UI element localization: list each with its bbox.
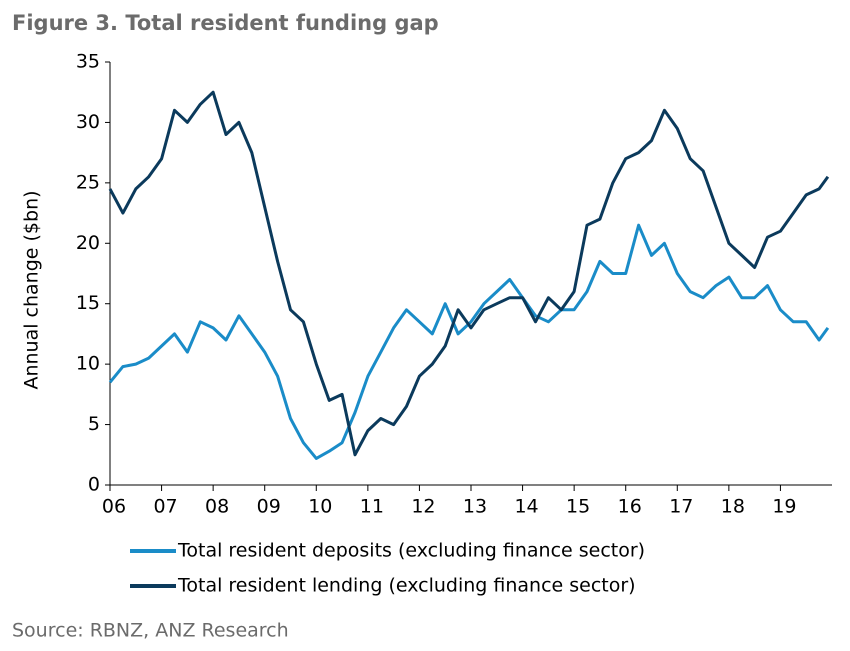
legend-label: Total resident lending (excluding financ… xyxy=(177,575,636,597)
x-tick-label: 11 xyxy=(360,496,384,518)
x-tick-label: 12 xyxy=(411,496,435,518)
x-tick-label: 16 xyxy=(618,496,642,518)
x-tick-label: 08 xyxy=(205,496,229,518)
data-line xyxy=(108,223,830,460)
x-tick-label: 07 xyxy=(153,496,177,518)
y-tick-label: 30 xyxy=(76,111,100,133)
y-tick-label: 35 xyxy=(76,51,100,73)
source-note: Source: RBNZ, ANZ Research xyxy=(12,620,289,642)
x-tick-label: 18 xyxy=(721,496,745,518)
y-tick-label: 10 xyxy=(76,353,100,375)
x-tick-label: 13 xyxy=(463,496,487,518)
x-tick-label: 17 xyxy=(669,496,693,518)
y-tick-label: 25 xyxy=(76,171,100,193)
y-tick-label: 0 xyxy=(88,474,100,496)
x-tick-label: 09 xyxy=(257,496,281,518)
x-tick-label: 06 xyxy=(102,496,126,518)
y-axis-label: Annual change ($bn) xyxy=(21,190,43,389)
chart-title: Figure 3. Total resident funding gap xyxy=(12,11,439,35)
y-tick-label: 5 xyxy=(88,413,100,435)
x-tick-label: 19 xyxy=(772,496,796,518)
y-tick-label: 15 xyxy=(76,292,100,314)
x-tick-label: 10 xyxy=(308,496,332,518)
x-tick-label: 14 xyxy=(514,496,538,518)
y-tick-label: 20 xyxy=(76,232,100,254)
x-tick-label: 15 xyxy=(566,496,590,518)
legend-label: Total resident deposits (excluding finan… xyxy=(177,540,645,562)
data-line xyxy=(108,90,830,457)
